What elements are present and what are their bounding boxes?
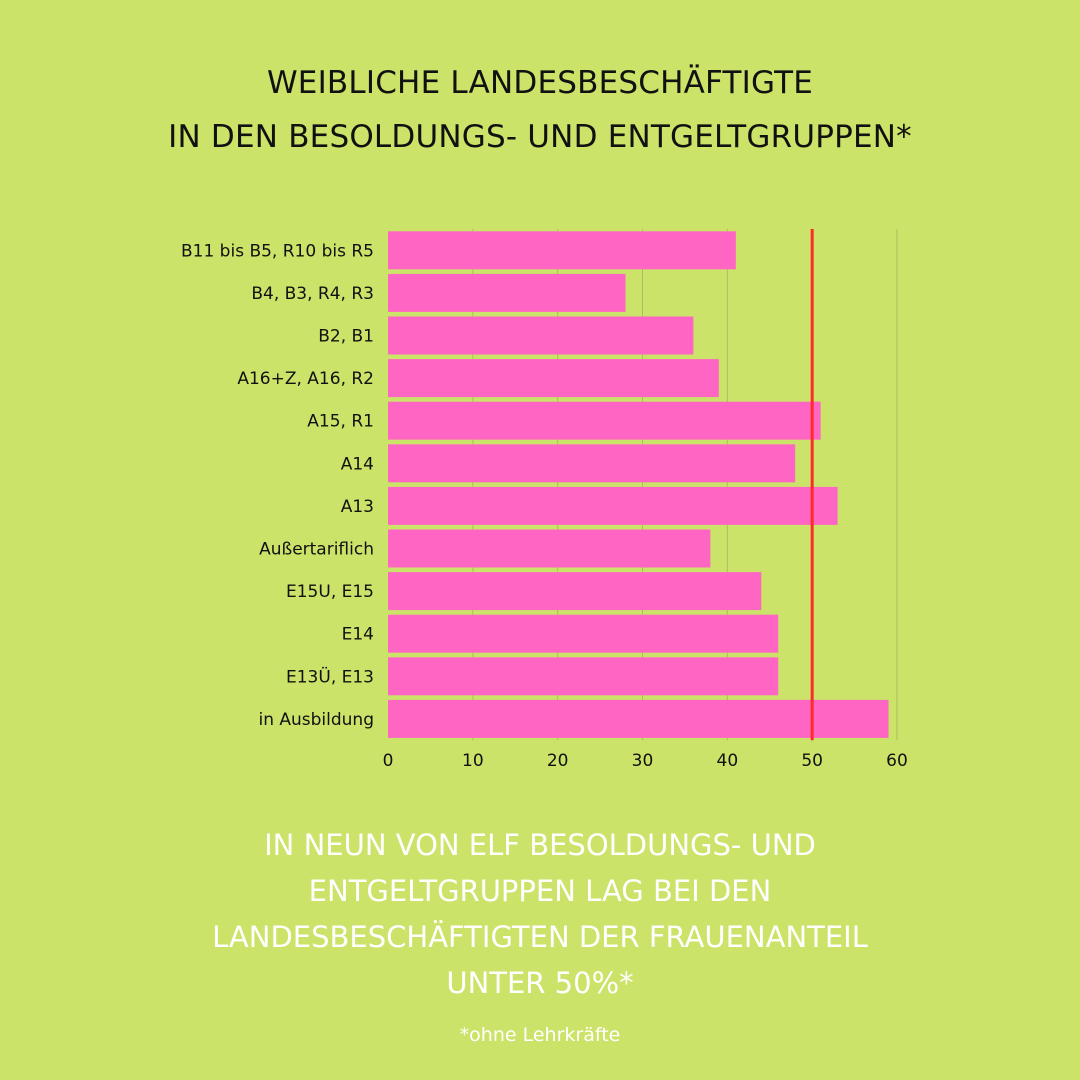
bars xyxy=(388,231,889,738)
bar xyxy=(388,657,779,696)
summary-line-2: ENTGELTGRUPPEN LAG BEI DEN xyxy=(308,874,772,908)
category-label: Außertariflich xyxy=(259,540,374,560)
bar xyxy=(388,486,838,525)
summary-line-3: LANDESBESCHÄFTIGTEN DER FRAUENANTEIL xyxy=(212,920,868,954)
bar xyxy=(388,699,889,738)
x-tick-label: 30 xyxy=(632,751,654,771)
bar xyxy=(388,401,821,440)
bar xyxy=(388,316,694,355)
category-label: B4, B3, R4, R3 xyxy=(251,284,374,304)
bar xyxy=(388,444,796,483)
category-label: B11 bis B5, R10 bis R5 xyxy=(181,241,374,261)
x-tick-label: 10 xyxy=(462,751,484,771)
bar xyxy=(388,614,779,653)
bar xyxy=(388,359,719,398)
chart-title: WEIBLICHE LANDESBESCHÄFTIGTE IN DEN BESO… xyxy=(0,56,1080,164)
category-label: A13 xyxy=(341,497,374,517)
x-tick-label: 60 xyxy=(886,751,908,771)
title-line-2: IN DEN BESOLDUNGS- UND ENTGELTGRUPPEN* xyxy=(168,119,912,155)
category-label: in Ausbildung xyxy=(258,710,374,730)
summary-text: IN NEUN VON ELF BESOLDUNGS- UND ENTGELTG… xyxy=(0,822,1080,1006)
category-label: A16+Z, A16, R2 xyxy=(237,369,374,389)
bar xyxy=(388,231,736,270)
x-tick-label: 40 xyxy=(717,751,739,771)
category-label: B2, B1 xyxy=(318,327,374,347)
bar xyxy=(388,273,626,312)
category-label: A14 xyxy=(341,454,374,474)
category-label: E14 xyxy=(342,625,374,645)
category-label: E13Ü, E13 xyxy=(286,665,374,687)
bar xyxy=(388,529,711,568)
bar xyxy=(388,572,762,611)
category-labels: B11 bis B5, R10 bis R5 B4, B3, R4, R3 B2, … xyxy=(181,241,374,730)
summary-line-4: UNTER 50%* xyxy=(446,966,634,1000)
x-tick-label: 20 xyxy=(547,751,569,771)
x-tick-label: 50 xyxy=(801,751,823,771)
category-label: E15U, E15 xyxy=(286,582,374,602)
title-line-1: WEIBLICHE LANDESBESCHÄFTIGTE xyxy=(266,65,814,101)
bar-chart: B11 bis B5, R10 bis R5 B4, B3, R4, R3 B2, … xyxy=(181,229,908,771)
summary-line-1: IN NEUN VON ELF BESOLDUNGS- UND xyxy=(264,828,816,862)
x-tick-labels: 0 10 20 30 40 50 60 xyxy=(383,751,908,771)
category-label: A15, R1 xyxy=(307,412,374,432)
x-tick-label: 0 xyxy=(383,751,394,771)
footnote: *ohne Lehrkräfte xyxy=(459,1024,621,1046)
